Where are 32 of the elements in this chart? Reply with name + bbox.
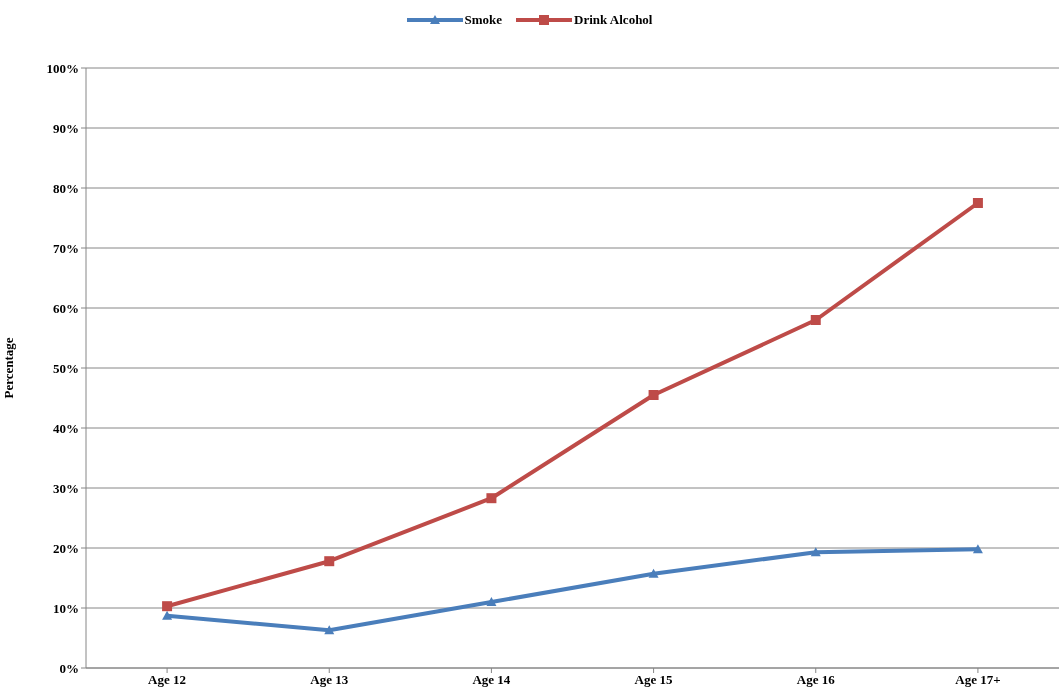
legend-label: Drink Alcohol [574,12,653,28]
y-tick-label: 50% [53,360,79,376]
point [810,547,821,557]
y-tick-label: 20% [53,540,79,556]
point [162,610,173,620]
point [648,390,659,400]
point [324,625,335,635]
x-tick-label: Age 12 [148,672,187,688]
x-tick-label: Age 16 [796,672,836,688]
y-tick-label: 90% [53,120,79,136]
x-tick-label: Age 14 [472,672,511,688]
y-axis-title: Percentage [0,337,16,399]
point [486,597,497,606]
y-tick-label: 30% [53,480,79,496]
y-tick-label: 40% [53,420,79,436]
point [972,544,983,554]
x-tick-label: Age 15 [634,672,674,688]
y-tick-label: 10% [53,600,79,616]
point [972,198,983,208]
x-tick-label: Age 13 [310,672,349,688]
y-tick-label: 0% [59,660,79,676]
point [162,601,173,612]
point [324,556,335,567]
y-tick-label: 100% [46,60,79,76]
point [486,493,497,504]
y-tick-label: 80% [53,180,79,196]
legend-label: Smoke [464,12,503,28]
y-tick-label: 70% [53,240,79,256]
point [810,315,821,325]
y-tick-label: 60% [53,300,79,316]
point [648,568,659,578]
x-tick-label: Age 17+ [955,672,1001,688]
